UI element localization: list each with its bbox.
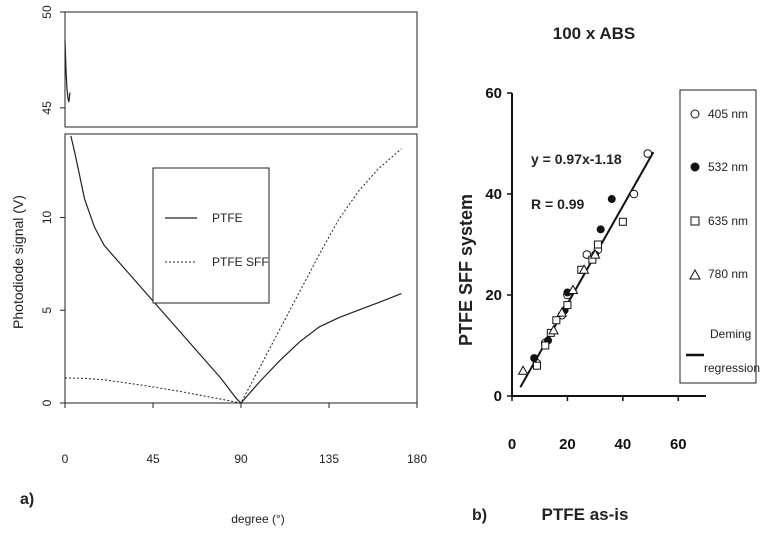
panel-a-x-tick-label-180: 180	[407, 452, 427, 466]
point-635-nm-8	[618, 217, 627, 226]
panel-b-tag: b)	[472, 507, 487, 524]
panel-b-x-tick-label-60: 60	[670, 436, 687, 453]
panel-a-upper-y-tick-label-50: 50	[40, 5, 54, 19]
point-532-nm-5	[596, 225, 605, 234]
point-635-nm-0	[532, 361, 541, 370]
point-532-nm-6	[607, 195, 616, 204]
point-635-nm-7	[593, 240, 602, 249]
point-635-nm-1	[541, 341, 550, 350]
panel-b-x-tick-label-40: 40	[615, 436, 632, 453]
point-780-nm-1	[548, 324, 559, 335]
panel-a-tag: a)	[20, 491, 34, 508]
point-780-nm-4	[578, 264, 590, 274]
legend-label-ptfe-sff: PTFE SFF	[212, 255, 269, 269]
panel-a-upper-y-tick-label-45: 45	[40, 101, 54, 115]
point-780-nm-0	[517, 365, 529, 375]
panel-b-y-ticks: 0 20 40 60	[485, 85, 512, 405]
panel-b-y-tick-label-0: 0	[494, 388, 502, 405]
point-532-nm-0	[530, 354, 539, 363]
panel-a-lower-y-tick-label-0: 0	[40, 399, 54, 406]
panel-b-r-value: R = 0.99	[531, 196, 585, 212]
panel-a-upper-frame	[64, 11, 418, 128]
panel-b-legend-box	[679, 89, 757, 384]
point-405-nm-7	[643, 149, 653, 158]
panel-b-x-axis-label: PTFE as-is	[542, 505, 629, 524]
panel-a-upper-y-ticks: 45 50	[40, 5, 65, 115]
panel-a-series	[64, 40, 402, 404]
panel-a-x-tick-label-135: 135	[319, 452, 339, 466]
panel-a-y-axis-label: Photodiode signal (V)	[10, 195, 26, 329]
panel-a-x-tick-label-0: 0	[62, 452, 69, 466]
panel-b-x-tick-label-0: 0	[508, 436, 516, 453]
panel-a-lower-y-tick-label-10: 10	[40, 210, 54, 224]
legend-label-405: 405 nm	[708, 107, 748, 121]
panel-b-x-ticks: 0 20 40 60	[508, 396, 687, 453]
point-635-nm-4	[563, 301, 572, 310]
legend-label-deming-1: Deming	[710, 327, 751, 341]
legend-label-ptfe: PTFE	[212, 211, 243, 225]
panel-a: 45 50 0 5 10 0 45 90 135 180 PTFE PTFE SFF Phot…	[10, 5, 427, 526]
series-ptfe-sff-line	[64, 148, 402, 404]
point-780-nm-5	[589, 249, 601, 259]
panel-b-y-tick-label-40: 40	[485, 186, 502, 203]
panel-b-title: 100 x ABS	[553, 24, 636, 43]
panel-a-lower-y-tick-label-5: 5	[40, 307, 54, 314]
panel-a-x-ticks: 0 45 90 135 180	[62, 403, 427, 466]
series-ptfe-upper-line	[64, 40, 71, 103]
panel-b-points	[517, 149, 653, 375]
panel-a-legend-box	[152, 167, 270, 304]
legend-label-635: 635 nm	[708, 214, 748, 228]
panel-b-y-tick-label-60: 60	[485, 85, 502, 102]
panel-b-equation: y = 0.97x-1.18	[531, 151, 622, 167]
point-405-nm-6	[629, 189, 639, 199]
panel-b-x-tick-label-20: 20	[559, 436, 576, 453]
legend-label-532: 532 nm	[708, 160, 748, 174]
legend-marker-532	[690, 162, 700, 172]
panel-a-lower-y-ticks: 0 5 10	[40, 210, 65, 406]
legend-marker-635	[690, 216, 700, 226]
point-780-nm-2	[556, 307, 568, 317]
panel-a-legend: PTFE PTFE SFF	[152, 167, 270, 304]
legend-label-deming-2: regression	[704, 361, 760, 375]
legend-marker-405	[690, 109, 700, 119]
series-ptfe-line	[70, 135, 402, 404]
legend-marker-780	[689, 268, 701, 280]
panel-b-y-axis-label: PTFE SFF system	[456, 194, 476, 346]
legend-label-780: 780 nm	[708, 267, 748, 281]
point-780-nm-3	[567, 284, 579, 294]
panel-a-x-tick-label-45: 45	[146, 452, 160, 466]
panel-b: 100 x ABS 0 20 40 60 0 20 40 60 y = 0.97x-1.18…	[456, 24, 760, 524]
panel-b-y-tick-label-20: 20	[485, 287, 502, 304]
panel-a-x-tick-label-90: 90	[234, 452, 248, 466]
panel-a-x-axis-label: degree (°)	[231, 512, 285, 526]
panel-b-legend: 405 nm 532 nm 635 nm 780 nm Deming regre…	[679, 89, 760, 384]
point-635-nm-3	[552, 316, 561, 325]
